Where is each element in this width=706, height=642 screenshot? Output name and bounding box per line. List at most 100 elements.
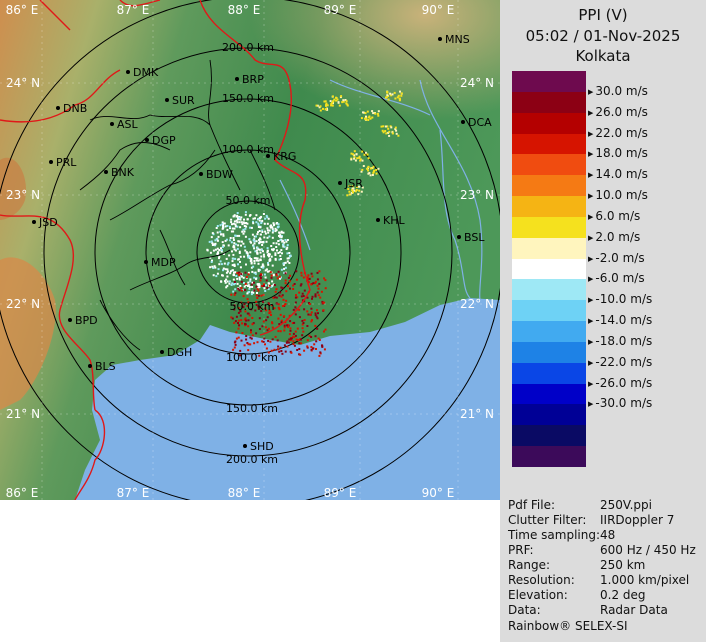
echo-pixel [259, 306, 262, 309]
echo-pixel [323, 330, 325, 333]
echo-pixel [215, 227, 218, 229]
echo-pixel [347, 188, 350, 190]
scale-label: ▶ 30.0 m/s [588, 84, 648, 98]
longitude-label: 90° E [422, 486, 455, 500]
echo-pixel [376, 112, 379, 115]
metadata-row: Time sampling: 48 [508, 528, 704, 543]
echo-pixel [394, 126, 397, 129]
echo-pixel [277, 240, 280, 242]
echo-pixel [239, 349, 242, 352]
echo-pixel [354, 190, 357, 193]
echo-pixel [235, 337, 238, 340]
echo-pixel [324, 279, 327, 282]
echo-pixel [235, 215, 238, 218]
echo-pixel [242, 228, 245, 231]
echo-pixel [222, 233, 225, 236]
echo-pixel [275, 288, 278, 291]
echo-pixel [249, 280, 252, 283]
echo-pixel [310, 348, 313, 351]
echo-pixel [258, 286, 261, 289]
echo-pixel [298, 348, 301, 350]
place-dot [199, 172, 203, 176]
echo-pixel [257, 268, 260, 271]
echo-pixel [279, 291, 282, 294]
echo-pixel [231, 317, 234, 320]
echo-pixel [311, 275, 314, 278]
echo-pixel [317, 337, 320, 340]
echo-pixel [268, 229, 271, 232]
echo-pixel [215, 237, 218, 240]
echo-pixel [351, 185, 354, 188]
scale-label: ▶ -10.0 m/s [588, 292, 652, 306]
echo-pixel [289, 327, 292, 330]
echo-pixel [267, 254, 270, 257]
echo-pixel [220, 233, 223, 236]
echo-pixel [277, 270, 280, 273]
echo-pixel [247, 343, 250, 346]
echo-pixel [239, 314, 242, 317]
echo-pixel [266, 222, 269, 225]
tick-arrow-icon: ▶ [588, 296, 594, 305]
latitude-label: 22° N [6, 297, 40, 311]
echo-pixel [257, 305, 260, 308]
echo-pixel [220, 280, 223, 283]
echo-pixel [246, 292, 249, 295]
echo-pixel [296, 349, 299, 351]
radar-map: 86° E 86° E 87° E 87° E 88° E 88° E 89° E 89° E… [0, 0, 500, 500]
echo-pixel [214, 239, 217, 242]
scale-label-text: -14.0 m/s [595, 313, 653, 328]
scale-label: ▶ 6.0 m/s [588, 209, 640, 223]
echo-pixel [274, 335, 277, 338]
echo-pixel [398, 99, 401, 102]
echo-pixel [303, 300, 306, 303]
scale-swatch [512, 237, 586, 260]
echo-pixel [231, 223, 233, 226]
echo-pixel [264, 290, 267, 292]
echo-pixel [350, 191, 353, 194]
echo-pixel [298, 291, 301, 294]
echo-pixel [208, 240, 211, 243]
echo-pixel [223, 222, 226, 225]
place-dot [235, 77, 239, 81]
echo-pixel [255, 332, 258, 335]
echo-pixel [303, 308, 306, 311]
echo-pixel [291, 322, 294, 325]
scale-label: ▶ -6.0 m/s [588, 271, 645, 285]
echo-pixel [400, 94, 403, 97]
echo-pixel [226, 263, 229, 266]
echo-pixel [247, 301, 250, 304]
echo-pixel [246, 298, 249, 301]
echo-pixel [235, 243, 237, 246]
echo-pixel [262, 253, 265, 256]
echo-pixel [264, 232, 267, 235]
echo-pixel [313, 343, 316, 346]
echo-pixel [307, 278, 310, 281]
echo-pixel [244, 227, 247, 230]
echo-pixel [233, 346, 236, 349]
echo-pixel [233, 308, 236, 311]
echo-pixel [294, 313, 297, 316]
metadata-key: PRF: [508, 543, 534, 557]
place-label: ASL [117, 118, 139, 131]
echo-pixel [301, 327, 304, 330]
echo-pixel [330, 103, 333, 105]
echo-pixel [296, 296, 299, 299]
echo-pixel [244, 317, 247, 320]
echo-pixel [279, 277, 281, 280]
echo-pixel [240, 319, 243, 322]
echo-pixel [287, 257, 290, 260]
echo-pixel [237, 287, 240, 290]
echo-pixel [240, 274, 243, 277]
echo-pixel [310, 307, 313, 310]
echo-pixel [280, 236, 283, 239]
echo-pixel [352, 191, 354, 193]
echo-pixel [300, 342, 303, 345]
echo-pixel [266, 316, 269, 319]
echo-pixel [233, 271, 235, 274]
tick-arrow-icon: ▶ [588, 108, 594, 117]
echo-pixel [245, 338, 248, 341]
echo-pixel [292, 288, 295, 290]
echo-pixel [265, 284, 267, 287]
echo-pixel [348, 185, 351, 188]
echo-pixel [262, 241, 265, 243]
